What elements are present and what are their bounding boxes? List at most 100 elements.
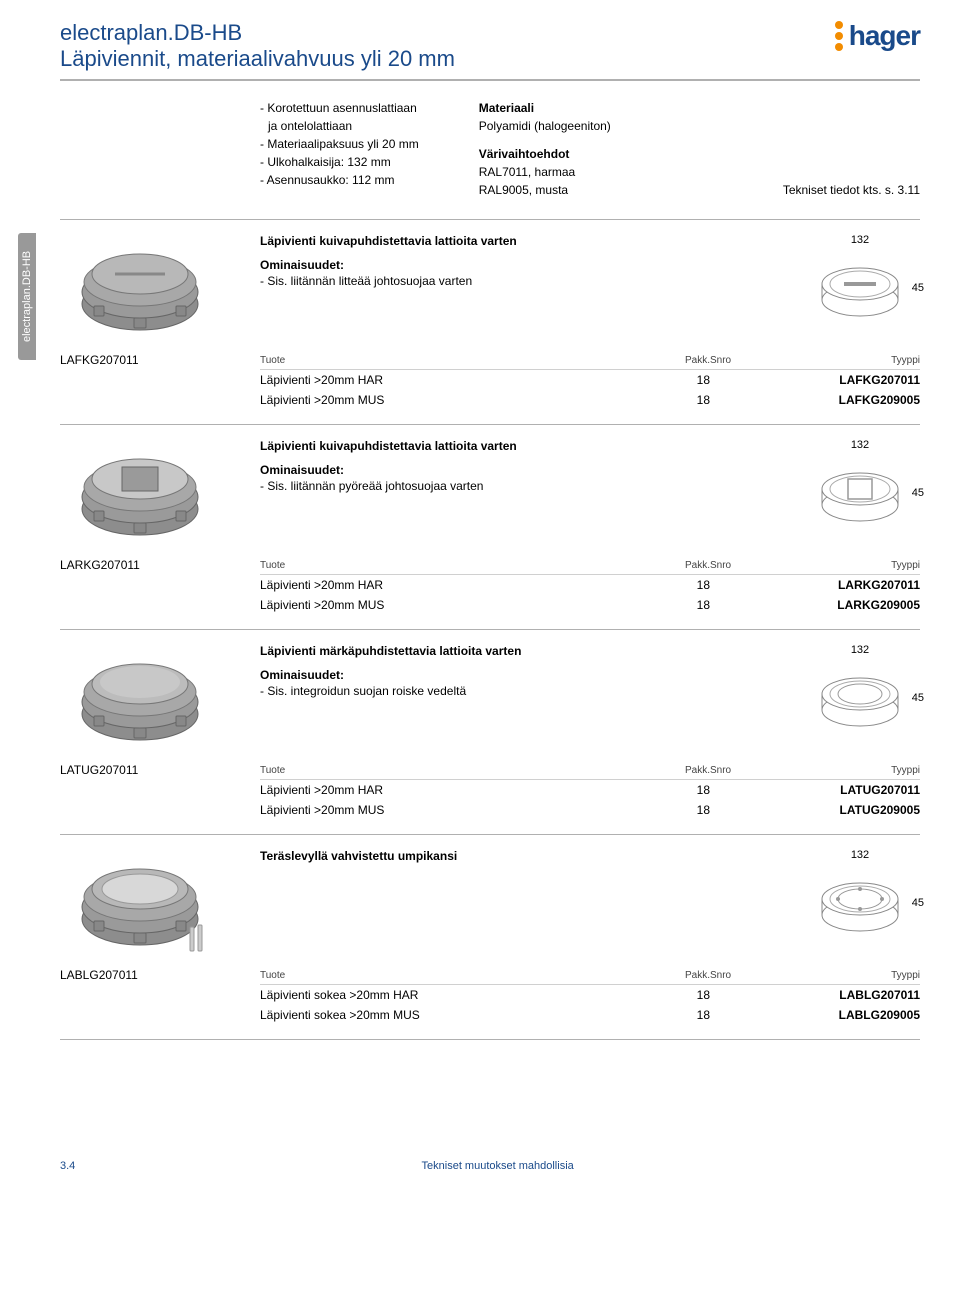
cell-pack: 18 <box>650 779 710 800</box>
product-image-column: LARKG207011 <box>60 439 240 572</box>
product-image <box>60 849 220 962</box>
th-name: Tuote <box>260 765 650 780</box>
table-row: Läpivienti >20mm MUS 18 LAFKG209005 <box>260 390 920 410</box>
cell-name: Läpivienti >20mm HAR <box>260 574 650 595</box>
cell-snro <box>710 595 770 615</box>
dimension-height: 45 <box>912 282 924 294</box>
intro-line: RAL7011, harmaa <box>479 163 611 181</box>
section-feature: - Sis. liitännän litteää johtosuojaa var… <box>260 274 780 288</box>
cell-name: Läpivienti >20mm MUS <box>260 595 650 615</box>
page-header: electraplan.DB-HB Läpiviennit, materiaal… <box>60 20 920 81</box>
cell-pack: 18 <box>650 1005 710 1025</box>
cell-name: Läpivienti >20mm MUS <box>260 800 650 820</box>
title-line2: Läpiviennit, materiaalivahvuus yli 20 mm <box>60 46 455 72</box>
cell-name: Läpivienti >20mm HAR <box>260 369 650 390</box>
intro-line: Polyamidi (halogeeniton) <box>479 117 611 135</box>
cell-pack: 18 <box>650 390 710 410</box>
table-row: Läpivienti >20mm MUS 18 LATUG209005 <box>260 800 920 820</box>
dimension-drawing: 132 45 <box>800 849 920 946</box>
cell-snro <box>710 984 770 1005</box>
product-section: LAFKG207011 Läpivienti kuivapuhdistettav… <box>60 219 920 425</box>
dimension-drawing: 132 45 <box>800 644 920 741</box>
product-sku: LAFKG207011 <box>60 353 139 367</box>
product-image <box>60 439 220 552</box>
cell-snro <box>710 369 770 390</box>
dimension-width: 132 <box>800 439 920 451</box>
table-row: Läpivienti >20mm MUS 18 LARKG209005 <box>260 595 920 615</box>
intro-heading: Materiaali <box>479 101 534 115</box>
th-snro: Snro <box>710 765 770 780</box>
th-pack: Pakk. <box>650 560 710 575</box>
table-row: Läpivienti >20mm HAR 18 LAFKG207011 <box>260 369 920 390</box>
cell-snro <box>710 800 770 820</box>
section-feature: - Sis. liitännän pyöreää johtosuojaa var… <box>260 479 780 493</box>
cell-snro <box>710 574 770 595</box>
dimension-width: 132 <box>800 234 920 246</box>
th-name: Tuote <box>260 970 650 985</box>
cell-name: Läpivienti >20mm HAR <box>260 779 650 800</box>
section-heading: Läpivienti kuivapuhdistettavia lattioita… <box>260 234 780 248</box>
intro-line: - Asennusaukko: 112 mm <box>260 171 419 189</box>
cell-name: Läpivienti sokea >20mm MUS <box>260 1005 650 1025</box>
intro-line: - Korotettuun asennuslattiaan <box>260 99 419 117</box>
side-tab: electraplan.DB-HB <box>18 233 36 360</box>
th-pack: Pakk. <box>650 765 710 780</box>
dimension-drawing: 132 45 <box>800 439 920 536</box>
product-section: LARKG207011 Läpivienti kuivapuhdistettav… <box>60 425 920 630</box>
section-feature: - Sis. integroidun suojan roiske vedeltä <box>260 684 780 698</box>
section-heading: Teräslevyllä vahvistettu umpikansi <box>260 849 780 863</box>
section-heading: Läpivienti kuivapuhdistettavia lattioita… <box>260 439 780 453</box>
cell-pack: 18 <box>650 574 710 595</box>
product-sku: LABLG207011 <box>60 968 138 982</box>
cell-name: Läpivienti sokea >20mm HAR <box>260 984 650 1005</box>
product-sku: LARKG207011 <box>60 558 140 572</box>
product-image-column: LAFKG207011 <box>60 234 240 367</box>
dimension-height: 45 <box>912 487 924 499</box>
th-snro: Snro <box>710 355 770 370</box>
logo-text: hager <box>849 20 920 52</box>
footer-page-number: 3.4 <box>60 1160 75 1172</box>
cell-type: LAFKG207011 <box>770 369 920 390</box>
cell-snro <box>710 1005 770 1025</box>
intro-heading: Värivaihtoehdot <box>479 147 570 161</box>
intro-line: RAL9005, musta <box>479 181 611 199</box>
cell-type: LAFKG209005 <box>770 390 920 410</box>
table-row: Läpivienti >20mm HAR 18 LATUG207011 <box>260 779 920 800</box>
product-section: LABLG207011 Teräslevyllä vahvistettu ump… <box>60 835 920 1040</box>
section-heading: Läpivienti märkäpuhdistettavia lattioita… <box>260 644 780 658</box>
logo-dots-icon <box>835 21 843 51</box>
th-pack: Pakk. <box>650 355 710 370</box>
dimension-width: 132 <box>800 644 920 656</box>
intro-line: Tekniset tiedot kts. s. 3.11 <box>783 181 920 199</box>
table-row: Läpivienti sokea >20mm MUS 18 LABLG20900… <box>260 1005 920 1025</box>
product-table: Tuote Pakk. Snro Tyyppi Läpivienti sokea… <box>260 970 920 1025</box>
product-image-column: LABLG207011 <box>60 849 240 982</box>
intro-col-1: - Korotettuun asennuslattiaan ja ontelol… <box>260 99 419 199</box>
th-name: Tuote <box>260 355 650 370</box>
product-image <box>60 644 220 757</box>
th-type: Tyyppi <box>770 765 920 780</box>
section-subheading: Ominaisuudet: <box>260 668 780 682</box>
intro-line: - Materiaalipaksuus yli 20 mm <box>260 135 419 153</box>
cell-pack: 18 <box>650 800 710 820</box>
cell-type: LATUG207011 <box>770 779 920 800</box>
intro-block: - Korotettuun asennuslattiaan ja ontelol… <box>260 99 920 199</box>
product-table: Tuote Pakk. Snro Tyyppi Läpivienti >20mm… <box>260 765 920 820</box>
intro-col-3: Tekniset tiedot kts. s. 3.11 <box>783 181 920 199</box>
th-name: Tuote <box>260 560 650 575</box>
th-snro: Snro <box>710 970 770 985</box>
section-subheading: Ominaisuudet: <box>260 463 780 477</box>
cell-pack: 18 <box>650 595 710 615</box>
dimension-width: 132 <box>800 849 920 861</box>
th-type: Tyyppi <box>770 560 920 575</box>
dimension-height: 45 <box>912 897 924 909</box>
table-row: Läpivienti >20mm HAR 18 LARKG207011 <box>260 574 920 595</box>
cell-pack: 18 <box>650 369 710 390</box>
section-subheading: Ominaisuudet: <box>260 258 780 272</box>
cell-type: LATUG209005 <box>770 800 920 820</box>
table-row: Läpivienti sokea >20mm HAR 18 LABLG20701… <box>260 984 920 1005</box>
dimension-height: 45 <box>912 692 924 704</box>
cell-type: LABLG207011 <box>770 984 920 1005</box>
footer-note: Tekniset muutokset mahdollisia <box>422 1160 574 1172</box>
th-type: Tyyppi <box>770 970 920 985</box>
